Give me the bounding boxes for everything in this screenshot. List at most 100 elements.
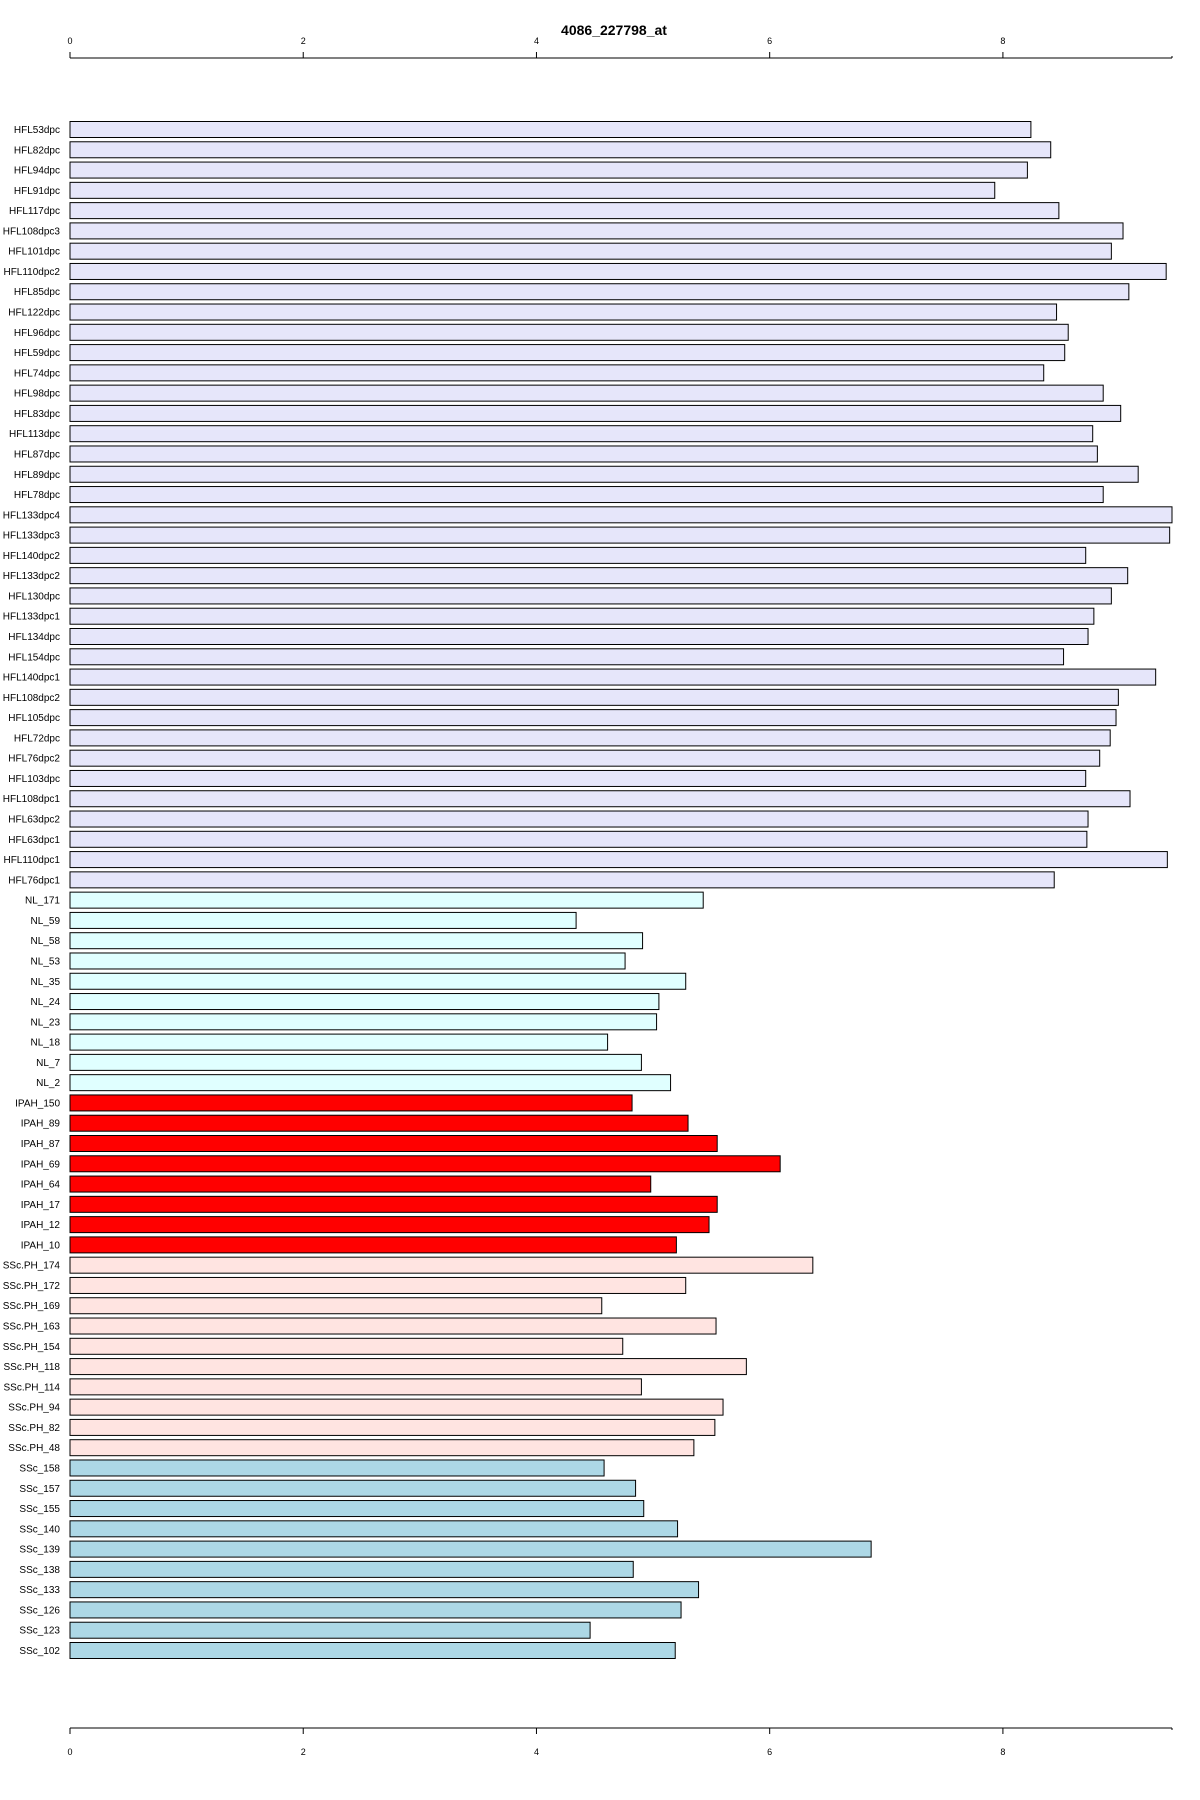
category-label: HFL53dpc [14, 125, 60, 136]
bar-NL_7 [69, 1053, 642, 1071]
bar-SSc_139 [69, 1540, 872, 1558]
bar-HFL63dpc2 [69, 810, 1089, 828]
bar-IPAH_150 [69, 1094, 633, 1112]
category-label: SSc_157 [19, 1484, 60, 1495]
category-label: HFL83dpc [14, 409, 60, 420]
bar-SSc_102 [69, 1642, 676, 1659]
bar-HFL133dpc1 [69, 607, 1095, 625]
bar-HFL78dpc [69, 486, 1104, 504]
category-label: HFL122dpc [8, 308, 60, 319]
bar-HFL130dpc [69, 587, 1112, 605]
bar-IPAH_17 [69, 1195, 718, 1213]
bar-SSc.PH_163 [69, 1317, 717, 1335]
bar-SSc_140 [69, 1520, 679, 1538]
bar-HFL82dpc [69, 141, 1052, 159]
category-label: HFL110dpc1 [3, 855, 60, 866]
top-tick-label: 8 [1000, 36, 1005, 46]
category-label: SSc.PH_118 [3, 1362, 60, 1373]
category-label: IPAH_69 [21, 1159, 61, 1170]
bar-HFL113dpc [69, 425, 1094, 443]
category-label: SSc_140 [19, 1524, 60, 1535]
category-label: IPAH_89 [21, 1119, 61, 1130]
bar-SSc_133 [69, 1581, 700, 1599]
category-label: NL_7 [36, 1058, 60, 1069]
category-label: NL_35 [31, 977, 61, 988]
bar-HFL103dpc [69, 769, 1087, 787]
category-label: HFL133dpc4 [3, 510, 61, 521]
bars-group [69, 121, 1173, 1659]
category-label: HFL63dpc1 [8, 835, 60, 846]
category-label: HFL76dpc2 [8, 754, 60, 765]
bar-SSc_126 [69, 1601, 682, 1619]
category-label: SSc_155 [19, 1504, 60, 1515]
bar-SSc_138 [69, 1560, 634, 1578]
bar-NL_23 [69, 1013, 658, 1031]
bar-SSc.PH_118 [69, 1358, 747, 1376]
bar-IPAH_89 [69, 1114, 689, 1132]
category-label: SSc.PH_94 [8, 1403, 60, 1414]
category-label: IPAH_12 [21, 1220, 61, 1231]
category-label: HFL140dpc2 [3, 551, 61, 562]
bottom-tick-label: 6 [767, 1747, 772, 1757]
bar-NL_58 [69, 932, 644, 950]
category-label: NL_23 [31, 1017, 61, 1028]
bar-HFL89dpc [69, 465, 1139, 483]
bar-HFL154dpc [69, 648, 1065, 666]
category-label: HFL72dpc [14, 733, 60, 744]
category-label: SSc.PH_154 [3, 1342, 61, 1353]
category-label: SSc_133 [19, 1585, 60, 1596]
category-labels-group: HFL53dpc HFL82dpc HFL94dpc HFL91dpc HFL117dp… [3, 125, 61, 1657]
bar-HFL59dpc [69, 344, 1066, 362]
bar-HFL110dpc2 [69, 262, 1167, 280]
bar-HFL87dpc [69, 445, 1098, 463]
top-tick-label: 2 [301, 36, 306, 46]
bar-IPAH_12 [69, 1216, 710, 1234]
category-label: HFL108dpc3 [3, 226, 61, 237]
category-label: NL_18 [31, 1038, 61, 1049]
category-label: SSc.PH_172 [3, 1281, 61, 1292]
bar-NL_18 [69, 1033, 609, 1051]
bottom-tick-label: 8 [1000, 1747, 1005, 1757]
bar-HFL108dpc3 [69, 222, 1124, 240]
category-label: NL_58 [31, 936, 61, 947]
bar-IPAH_69 [69, 1155, 781, 1173]
bar-HFL91dpc [69, 181, 996, 199]
category-label: HFL140dpc1 [3, 673, 61, 684]
category-label: IPAH_87 [21, 1139, 61, 1150]
bar-HFL133dpc4 [69, 506, 1173, 524]
category-label: HFL133dpc2 [3, 571, 61, 582]
category-label: SSc.PH_174 [3, 1261, 61, 1272]
bar-HFL101dpc [69, 242, 1112, 260]
category-label: SSc_139 [19, 1545, 60, 1556]
category-label: HFL85dpc [14, 287, 60, 298]
bar-HFL140dpc1 [69, 668, 1157, 686]
category-label: HFL98dpc [14, 389, 60, 400]
bar-SSc_157 [69, 1479, 637, 1497]
bar-SSc.PH_94 [69, 1398, 724, 1416]
category-label: SSc_126 [19, 1605, 60, 1616]
bar-SSc.PH_172 [69, 1276, 687, 1294]
bar-IPAH_64 [69, 1175, 652, 1193]
category-label: IPAH_64 [21, 1180, 61, 1191]
category-label: HFL134dpc [8, 632, 60, 643]
category-label: SSc.PH_82 [8, 1423, 60, 1434]
category-label: SSc_102 [19, 1646, 60, 1657]
bar-NL_35 [69, 972, 687, 990]
bar-SSc.PH_169 [69, 1297, 603, 1315]
category-label: NL_24 [31, 997, 61, 1008]
bar-NL_53 [69, 952, 626, 970]
bar-HFL83dpc [69, 404, 1122, 422]
chart-title: 4086_227798_at [561, 22, 667, 38]
category-label: HFL103dpc [8, 774, 60, 785]
category-label: HFL110dpc2 [3, 267, 60, 278]
bar-HFL133dpc2 [69, 567, 1129, 585]
bar-HFL72dpc [69, 729, 1111, 747]
bar-SSc_158 [69, 1459, 605, 1477]
top-tick-label: 6 [767, 36, 772, 46]
category-label: HFL63dpc2 [8, 815, 60, 826]
category-label: HFL82dpc [14, 145, 60, 156]
category-label: HFL113dpc [9, 429, 60, 440]
category-label: SSc.PH_163 [3, 1322, 61, 1333]
bar-HFL108dpc1 [69, 790, 1131, 808]
